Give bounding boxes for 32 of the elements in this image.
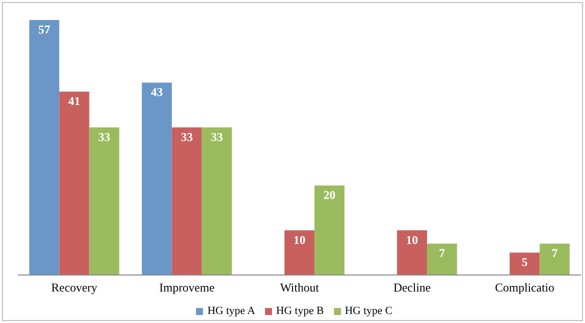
x-tick-label: Without [280,280,320,295]
data-label: 33 [210,130,223,144]
x-tick-label: Complicatio [495,280,554,295]
bar [89,127,120,275]
data-label: 57 [38,22,50,37]
x-tick-label: Decline [393,280,431,295]
bar [314,186,344,275]
x-tick-label: Improveme [159,280,215,295]
data-label: 5 [522,255,528,270]
data-label: 20 [323,188,336,202]
legend-label: HG type B [276,305,324,317]
data-label: 7 [439,246,446,260]
bar [59,92,90,275]
x-tick-label: Recovery [51,280,98,295]
bar [284,230,314,275]
bar [510,252,540,275]
data-label: 7 [552,246,558,260]
data-label: 43 [150,85,163,100]
legend-label: HG type C [344,305,392,317]
bar [142,82,172,275]
data-label: 33 [180,130,193,144]
bar [29,20,60,275]
legend-label: HG type A [207,305,256,317]
bar [202,127,232,275]
bar [397,230,428,275]
bar [427,244,458,275]
data-label: 10 [293,232,306,247]
data-label: 10 [406,232,418,247]
data-label: 33 [98,130,110,144]
data-label: 41 [68,94,80,108]
bar [540,244,570,275]
bar [172,127,202,275]
